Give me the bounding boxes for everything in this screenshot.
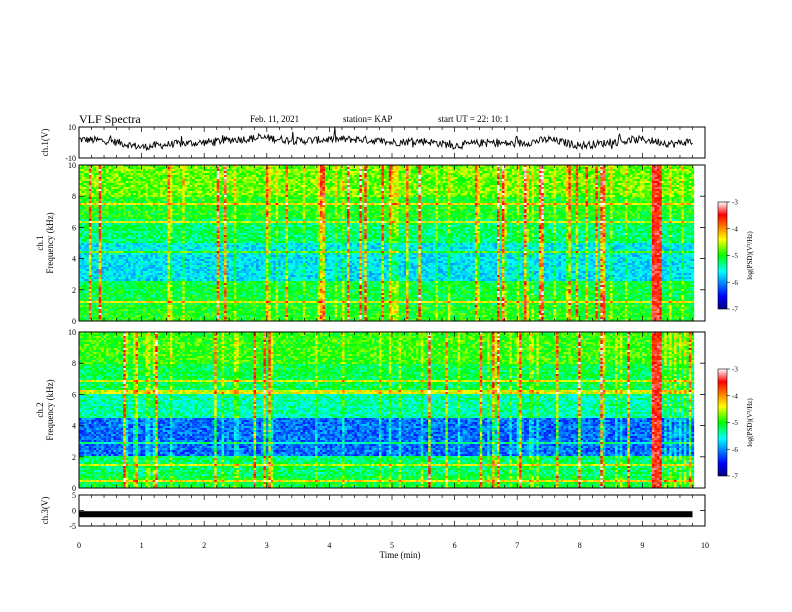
y-tick-label: 10 (68, 123, 76, 132)
station-label: station= KAP (343, 114, 392, 124)
start-time-label: start UT = 22: 10: 1 (438, 114, 509, 124)
vlf-spectra-figure: VLF Spectra Feb. 11, 2021 station= KAP s… (0, 0, 792, 612)
ch1-trace (79, 127, 693, 151)
figure-title: VLF Spectra (79, 112, 141, 126)
date-label: Feb. 11, 2021 (250, 114, 299, 124)
y-axis-label: ch.1(V) (40, 129, 50, 157)
